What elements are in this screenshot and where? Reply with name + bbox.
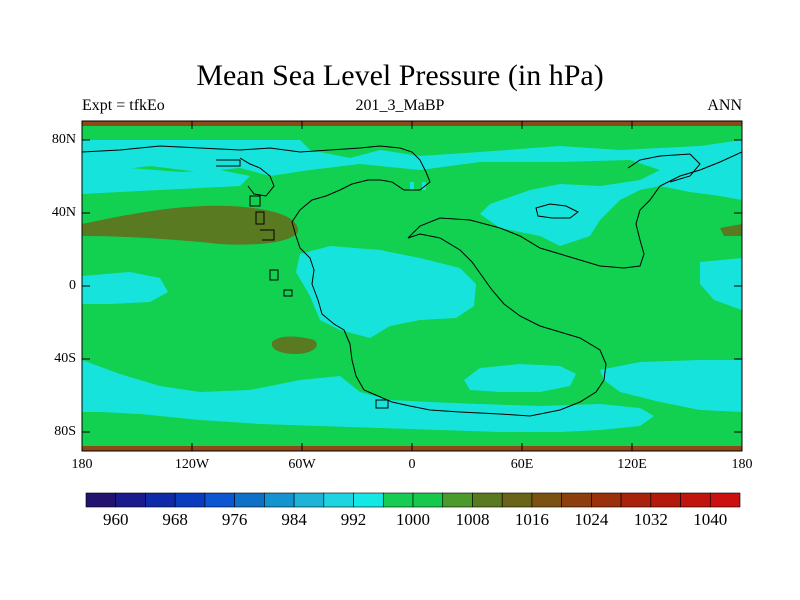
lon-tick-label: 60E (510, 457, 534, 472)
colorbar-swatch (115, 492, 146, 508)
colorbar-label: 1008 (455, 510, 490, 529)
colorbar-swatch (412, 492, 444, 508)
colorbar-label: 1024 (574, 510, 609, 529)
colorbar-label: 960 (102, 510, 129, 529)
colorbar-swatch (472, 492, 503, 508)
coastlines (82, 145, 742, 417)
season-label: ANN (707, 97, 742, 114)
colorbar-swatch (382, 492, 414, 508)
colorbar (85, 492, 741, 508)
colorbar-swatch (531, 492, 562, 508)
colorbar-swatch (85, 492, 117, 508)
colorbar-label: 1040 (693, 510, 728, 529)
colorbar-label: 1032 (633, 510, 668, 529)
map-title: Mean Sea Level Pressure (in hPa) (196, 59, 604, 92)
colorbar-label: 976 (221, 510, 248, 529)
east-tropical-low (700, 258, 742, 310)
lon-tick-label: 0 (408, 457, 416, 472)
north-atlantic-low (82, 168, 250, 194)
colorbar-swatch (293, 492, 325, 508)
colorbar-label: 984 (281, 510, 307, 529)
colorbar-label: 1016 (514, 510, 549, 529)
colorbar-swatch (501, 492, 533, 508)
tropical-low-tail (82, 272, 168, 304)
south-east-low (600, 360, 742, 412)
lat-tick-label: 80S (54, 424, 76, 439)
colorbar-swatch (709, 492, 741, 508)
colorbar-swatch (323, 492, 354, 508)
lon-tick-label: 180 (731, 457, 753, 472)
colorbar-label: 1000 (396, 510, 430, 529)
indian-ocean-low (464, 364, 576, 392)
colorbar-swatch (620, 492, 652, 508)
colorbar-label: 992 (340, 510, 367, 529)
lon-tick-label: 120E (617, 457, 647, 472)
colorbar-swatch (353, 492, 384, 508)
lon-tick-label: 60W (288, 457, 316, 472)
southern-ocean-low (82, 360, 654, 432)
arctic-low-region (82, 140, 742, 246)
colorbar-label: 968 (162, 510, 188, 529)
pacific-high-olive (82, 205, 299, 245)
experiment-label: Expt = tfkEo (82, 97, 165, 114)
lat-tick-label: 80N (51, 132, 76, 147)
lon-tick-label: 180 (71, 457, 93, 472)
colorbar-swatch (650, 492, 681, 508)
lat-tick-label: 40N (51, 205, 76, 220)
lon-tick-label: 120W (174, 457, 210, 472)
colorbar-swatch (145, 492, 176, 508)
colorbar-swatch (264, 492, 295, 508)
colorbar-swatch (591, 492, 622, 508)
east-pacific-olive (720, 224, 742, 236)
colorbar-swatch (680, 492, 711, 508)
south-pacific-high-olive (271, 336, 317, 354)
tropical-low-region (296, 246, 476, 338)
colorbar-swatch (204, 492, 235, 508)
lat-tick-label: 0 (69, 278, 76, 293)
axis-ticks (81, 121, 743, 451)
colorbar-swatch (561, 492, 592, 508)
lat-tick-label: 40S (54, 351, 76, 366)
colorbar-swatch (174, 492, 206, 508)
colorbar-swatch (442, 492, 473, 508)
period-label: 201_3_MaBP (355, 97, 445, 114)
pressure-field (82, 121, 742, 451)
colorbar-swatch (234, 492, 265, 508)
